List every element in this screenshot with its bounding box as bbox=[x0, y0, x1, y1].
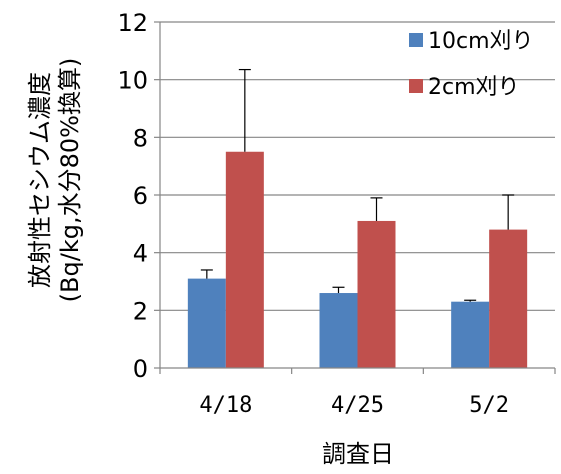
bar-series-1 bbox=[451, 301, 490, 368]
bar-series-1 bbox=[319, 293, 358, 368]
x-axis-title: 調査日 bbox=[322, 440, 394, 468]
x-tick-labels: 4/18 4/25 5/2 bbox=[199, 393, 509, 418]
bar-series-2 bbox=[489, 229, 528, 368]
y-axis-title: 放射性セシウム濃度 (Bq/kg,水分80%換算) bbox=[26, 58, 84, 303]
legend-swatch-series-1 bbox=[409, 33, 423, 47]
error-bars bbox=[200, 68, 515, 302]
bar-series-2 bbox=[357, 220, 396, 368]
legend-label-series-2: 2cm刈り bbox=[428, 75, 520, 100]
y-axis-title-line2: (Bq/kg,水分80%換算) bbox=[56, 58, 84, 303]
y-tick-label: 12 bbox=[117, 9, 148, 37]
y-axis-title-line1: 放射性セシウム濃度 bbox=[26, 72, 54, 288]
axes bbox=[154, 21, 556, 374]
x-tick-label: 4/25 bbox=[331, 393, 384, 418]
legend-label-series-1: 10cm刈り bbox=[428, 29, 534, 54]
y-tick-label: 8 bbox=[133, 124, 148, 152]
y-tick-label: 10 bbox=[117, 67, 148, 95]
y-tick-label: 2 bbox=[133, 297, 148, 325]
legend: 10cm刈り 2cm刈り bbox=[409, 29, 534, 100]
y-tick-label: 6 bbox=[133, 182, 148, 210]
y-tick-labels: 0 2 4 6 8 10 12 bbox=[117, 9, 148, 383]
bar-series-2 bbox=[225, 151, 264, 368]
y-tick-label: 4 bbox=[133, 240, 148, 268]
x-tick-label: 4/18 bbox=[199, 393, 252, 418]
y-tick-label: 0 bbox=[133, 355, 148, 383]
x-tick-label: 5/2 bbox=[469, 393, 509, 418]
legend-swatch-series-2 bbox=[409, 79, 423, 93]
bars bbox=[187, 151, 528, 368]
bar-series-1 bbox=[187, 278, 226, 368]
